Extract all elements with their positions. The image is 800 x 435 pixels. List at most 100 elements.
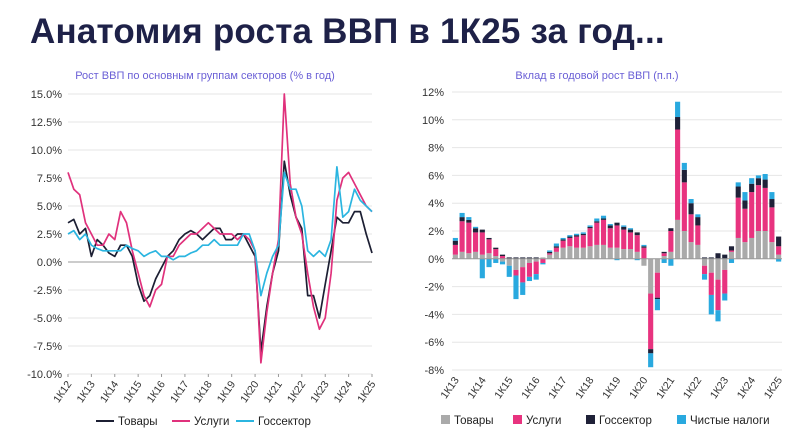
chart2-bar-segment — [493, 258, 499, 263]
chart2-bar-segment — [473, 251, 479, 259]
chart2-bar-segment — [681, 162, 687, 170]
chart2-bar-segment — [614, 258, 620, 261]
chart2-bar-segment — [553, 243, 559, 247]
chart2-bar-segment — [547, 253, 553, 255]
chart2-bar-segment — [668, 258, 674, 266]
chart2-bar-segment — [600, 219, 607, 245]
chart1-legend-label: Госсектор — [258, 416, 311, 428]
chart2-bar-segment — [479, 258, 485, 279]
chart2-legend-swatch — [513, 415, 522, 424]
chart2-x-tick-label: 1К13 — [438, 375, 461, 401]
chart1-series-line — [67, 165, 373, 297]
chart2-bar-segment — [479, 232, 485, 255]
chart2-bar-segment — [769, 199, 775, 208]
chart2-bar-segment — [728, 246, 735, 251]
chart2-bar-segment — [614, 225, 620, 248]
chart2-bar-segment — [580, 232, 586, 234]
chart2-bar-segment — [513, 269, 519, 276]
chart2-bar-segment — [755, 178, 761, 186]
chart2-bar-segment — [587, 225, 593, 227]
chart2-bar-segment — [459, 251, 465, 259]
chart2-bar-segment — [567, 236, 573, 238]
chart1-x-tick-label: 1К19 — [215, 379, 238, 405]
chart2-y-tick-label: 4% — [428, 198, 444, 210]
chart2-bar-segment — [587, 228, 593, 247]
chart2-bar-segment — [627, 232, 634, 250]
chart2-bar-segment — [513, 257, 519, 259]
chart1-y-tick-label: -5.0% — [33, 313, 62, 325]
chart2-bar-segment — [506, 257, 512, 259]
chart2-bar-segment — [499, 258, 506, 262]
chart2-bar-segment — [574, 235, 580, 237]
chart2-bar-segment — [742, 192, 748, 201]
chart2-bar-segment — [715, 253, 721, 259]
chart2-bar-segment — [654, 258, 660, 273]
chart2-bar-segment — [594, 244, 600, 259]
chart2-x-tick-label: 1К24 — [735, 375, 758, 401]
chart2-bar-segment — [621, 229, 627, 250]
chart2-y-tick-label: 10% — [422, 115, 444, 127]
chart2-bar-segment — [594, 218, 600, 222]
chart1-x-tick-label: 1К23 — [308, 379, 331, 405]
chart2-bar-segment — [580, 233, 586, 236]
chart2-bar-segment — [728, 250, 735, 252]
chart2-bar-segment — [547, 250, 553, 252]
chart2-bar-segment — [466, 219, 472, 223]
chart2-bar-segment — [688, 203, 694, 215]
chart2-bar-segment — [540, 257, 546, 259]
chart2-bar-segment — [708, 272, 714, 295]
chart2-bar-segment — [520, 267, 526, 283]
chart2-bar-segment — [560, 240, 566, 248]
chart2-legend-swatch — [441, 415, 450, 424]
chart1-legend-label: Товары — [118, 416, 158, 428]
chart2-bar-segment — [553, 251, 559, 259]
chart2-y-tick-label: 6% — [428, 170, 444, 182]
chart2-bar-segment — [574, 236, 580, 248]
chart1-y-tick-label: 7.5% — [37, 173, 62, 185]
chart2-bar-segment — [607, 225, 613, 229]
chart2-bar-segment — [762, 187, 768, 231]
chart1-x-tick-label: 1К17 — [168, 379, 191, 405]
chart2-bar-segment — [735, 197, 741, 238]
chart2-x-tick-label: 1К14 — [465, 375, 488, 401]
chart2-bar-segment — [506, 265, 512, 277]
chart2-bar-segment — [560, 247, 566, 259]
chart1-y-tick-label: 5.0% — [37, 201, 62, 213]
chart2-bar-segment — [540, 262, 546, 265]
chart2-bar-segment — [479, 229, 485, 233]
chart2-bar-segment — [499, 256, 506, 259]
line-chart-legend: Товары Услуги Госсектор — [96, 416, 311, 428]
chart2-bar-segment — [533, 274, 539, 280]
chart2-bar-segment — [675, 129, 681, 220]
chart2-bar-segment — [553, 246, 559, 248]
chart2-bar-segment — [755, 175, 761, 179]
chart2-bar-segment — [452, 244, 458, 255]
chart1-x-tick-label: 1К22 — [285, 379, 308, 405]
chart2-bar-segment — [600, 218, 607, 220]
chart2-bar-segment — [621, 249, 627, 259]
chart2-y-tick-label: 2% — [428, 226, 444, 238]
chart2-bar-segment — [600, 215, 607, 219]
chart2-title: Вклад в годовой рост ВВП (п.п.) — [515, 70, 678, 82]
chart2-bar-segment — [769, 192, 775, 200]
chart2-bar-segment — [641, 246, 647, 248]
chart2-bar-segment — [560, 237, 566, 240]
chart2-bar-segment — [648, 349, 654, 354]
chart1-y-tick-label: 15.0% — [31, 89, 62, 101]
chart2-bar-segment — [634, 235, 640, 252]
chart2-bar-segment — [641, 258, 647, 266]
chart2-bar-segment — [567, 235, 573, 237]
chart2-bar-segment — [493, 256, 499, 259]
chart2-bar-segment — [695, 214, 701, 218]
chart1-x-tick-label: 1К12 — [51, 379, 74, 405]
chart2-bar-segment — [715, 258, 721, 280]
chart2-bar-segment — [614, 222, 620, 226]
chart2-bar-segment — [526, 262, 533, 277]
chart2-bar-segment — [728, 251, 735, 259]
chart2-bar-segment — [695, 244, 701, 259]
line-chart: -10.0% -7.5% -5.0% -2.5% 0.0% 2.5% 5.0% 7.5% 10.… — [27, 89, 378, 405]
chart2-bar-segment — [769, 207, 775, 243]
chart2-bar-segment — [567, 246, 573, 259]
chart2-bar-segment — [473, 226, 479, 229]
